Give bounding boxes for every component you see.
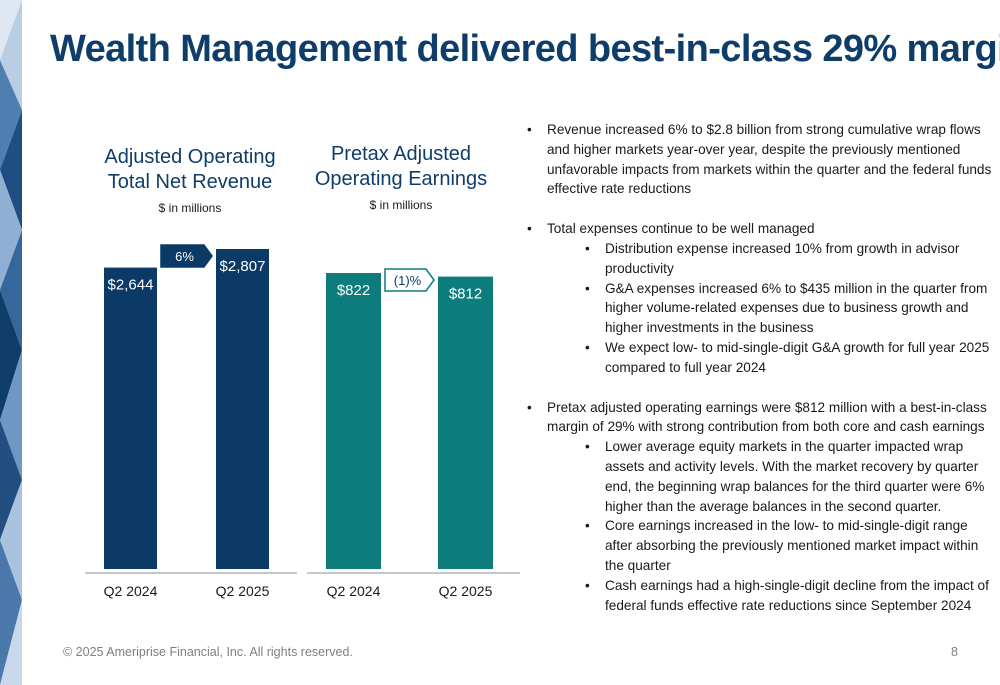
chart-title-revenue-line1: Adjusted Operating [104, 146, 276, 168]
chart-title-revenue-line2: Total Net Revenue [107, 171, 273, 193]
bullet-earnings: Pretax adjusted operating earnings were … [527, 398, 997, 616]
page-number: 8 [951, 645, 958, 659]
chart-subtitle-revenue: $ in millions [158, 201, 222, 215]
sub-bullet: Lower average equity markets in the quar… [567, 437, 997, 516]
bullet-earnings-text: Pretax adjusted operating earnings were … [547, 399, 987, 435]
sub-bullet: Core earnings increased in the low- to m… [567, 516, 997, 575]
chart-title-revenue: Adjusted Operating Total Net Revenue [85, 145, 295, 195]
x-tick-label: Q2 2025 [439, 583, 493, 599]
decorative-side-pattern [0, 0, 22, 685]
change-callout [160, 244, 213, 268]
copyright-footer: © 2025 Ameriprise Financial, Inc. All ri… [63, 645, 353, 659]
chart-title-earnings-line2: Operating Earnings [314, 168, 488, 190]
bar-revenue-1 [216, 249, 269, 569]
bar-value-label: $812 [449, 286, 482, 303]
sub-bullet: Distribution expense increased 10% from … [567, 239, 997, 279]
bar-value-label: $2,807 [220, 258, 266, 275]
page-title: Wealth Management delivered best-in-clas… [50, 28, 1000, 70]
bar-earnings-1 [438, 276, 493, 569]
chart-title-earnings: Pretax Adjusted Operating Earnings [296, 142, 506, 192]
sub-bullet: We expect low- to mid-single-digit G&A g… [567, 338, 997, 378]
sub-bullet: G&A expenses increased 6% to $435 millio… [567, 279, 997, 338]
change-callout [384, 268, 435, 292]
chart-subtitle-earnings: $ in millions [369, 198, 433, 212]
x-tick-label: Q2 2025 [216, 583, 270, 599]
x-tick-label: Q2 2024 [327, 583, 381, 599]
commentary-bullets: Revenue increased 6% to $2.8 billion fro… [527, 120, 997, 635]
bullet-expenses: Total expenses continue to be well manag… [527, 219, 997, 377]
chart-title-earnings-line1: Pretax Adjusted [330, 143, 472, 165]
bar-earnings-0 [326, 273, 381, 569]
change-label: 6% [175, 249, 194, 264]
bullet-revenue: Revenue increased 6% to $2.8 billion fro… [527, 120, 997, 199]
sub-bullet: Cash earnings had a high-single-digit de… [567, 576, 997, 616]
x-tick-label: Q2 2024 [104, 583, 158, 599]
change-label: (1)% [394, 273, 422, 288]
bullet-revenue-text: Revenue increased 6% to $2.8 billion fro… [547, 122, 992, 197]
bar-charts: $2,644 Q2 2024 $2,807 Q2 2025 6% $822 Q2 2024 $… [85, 244, 520, 599]
bar-revenue-0 [104, 267, 157, 569]
bullet-expenses-text: Total expenses continue to be well manag… [547, 221, 815, 237]
bar-value-label: $822 [337, 282, 370, 299]
bar-value-label: $2,644 [108, 277, 154, 294]
